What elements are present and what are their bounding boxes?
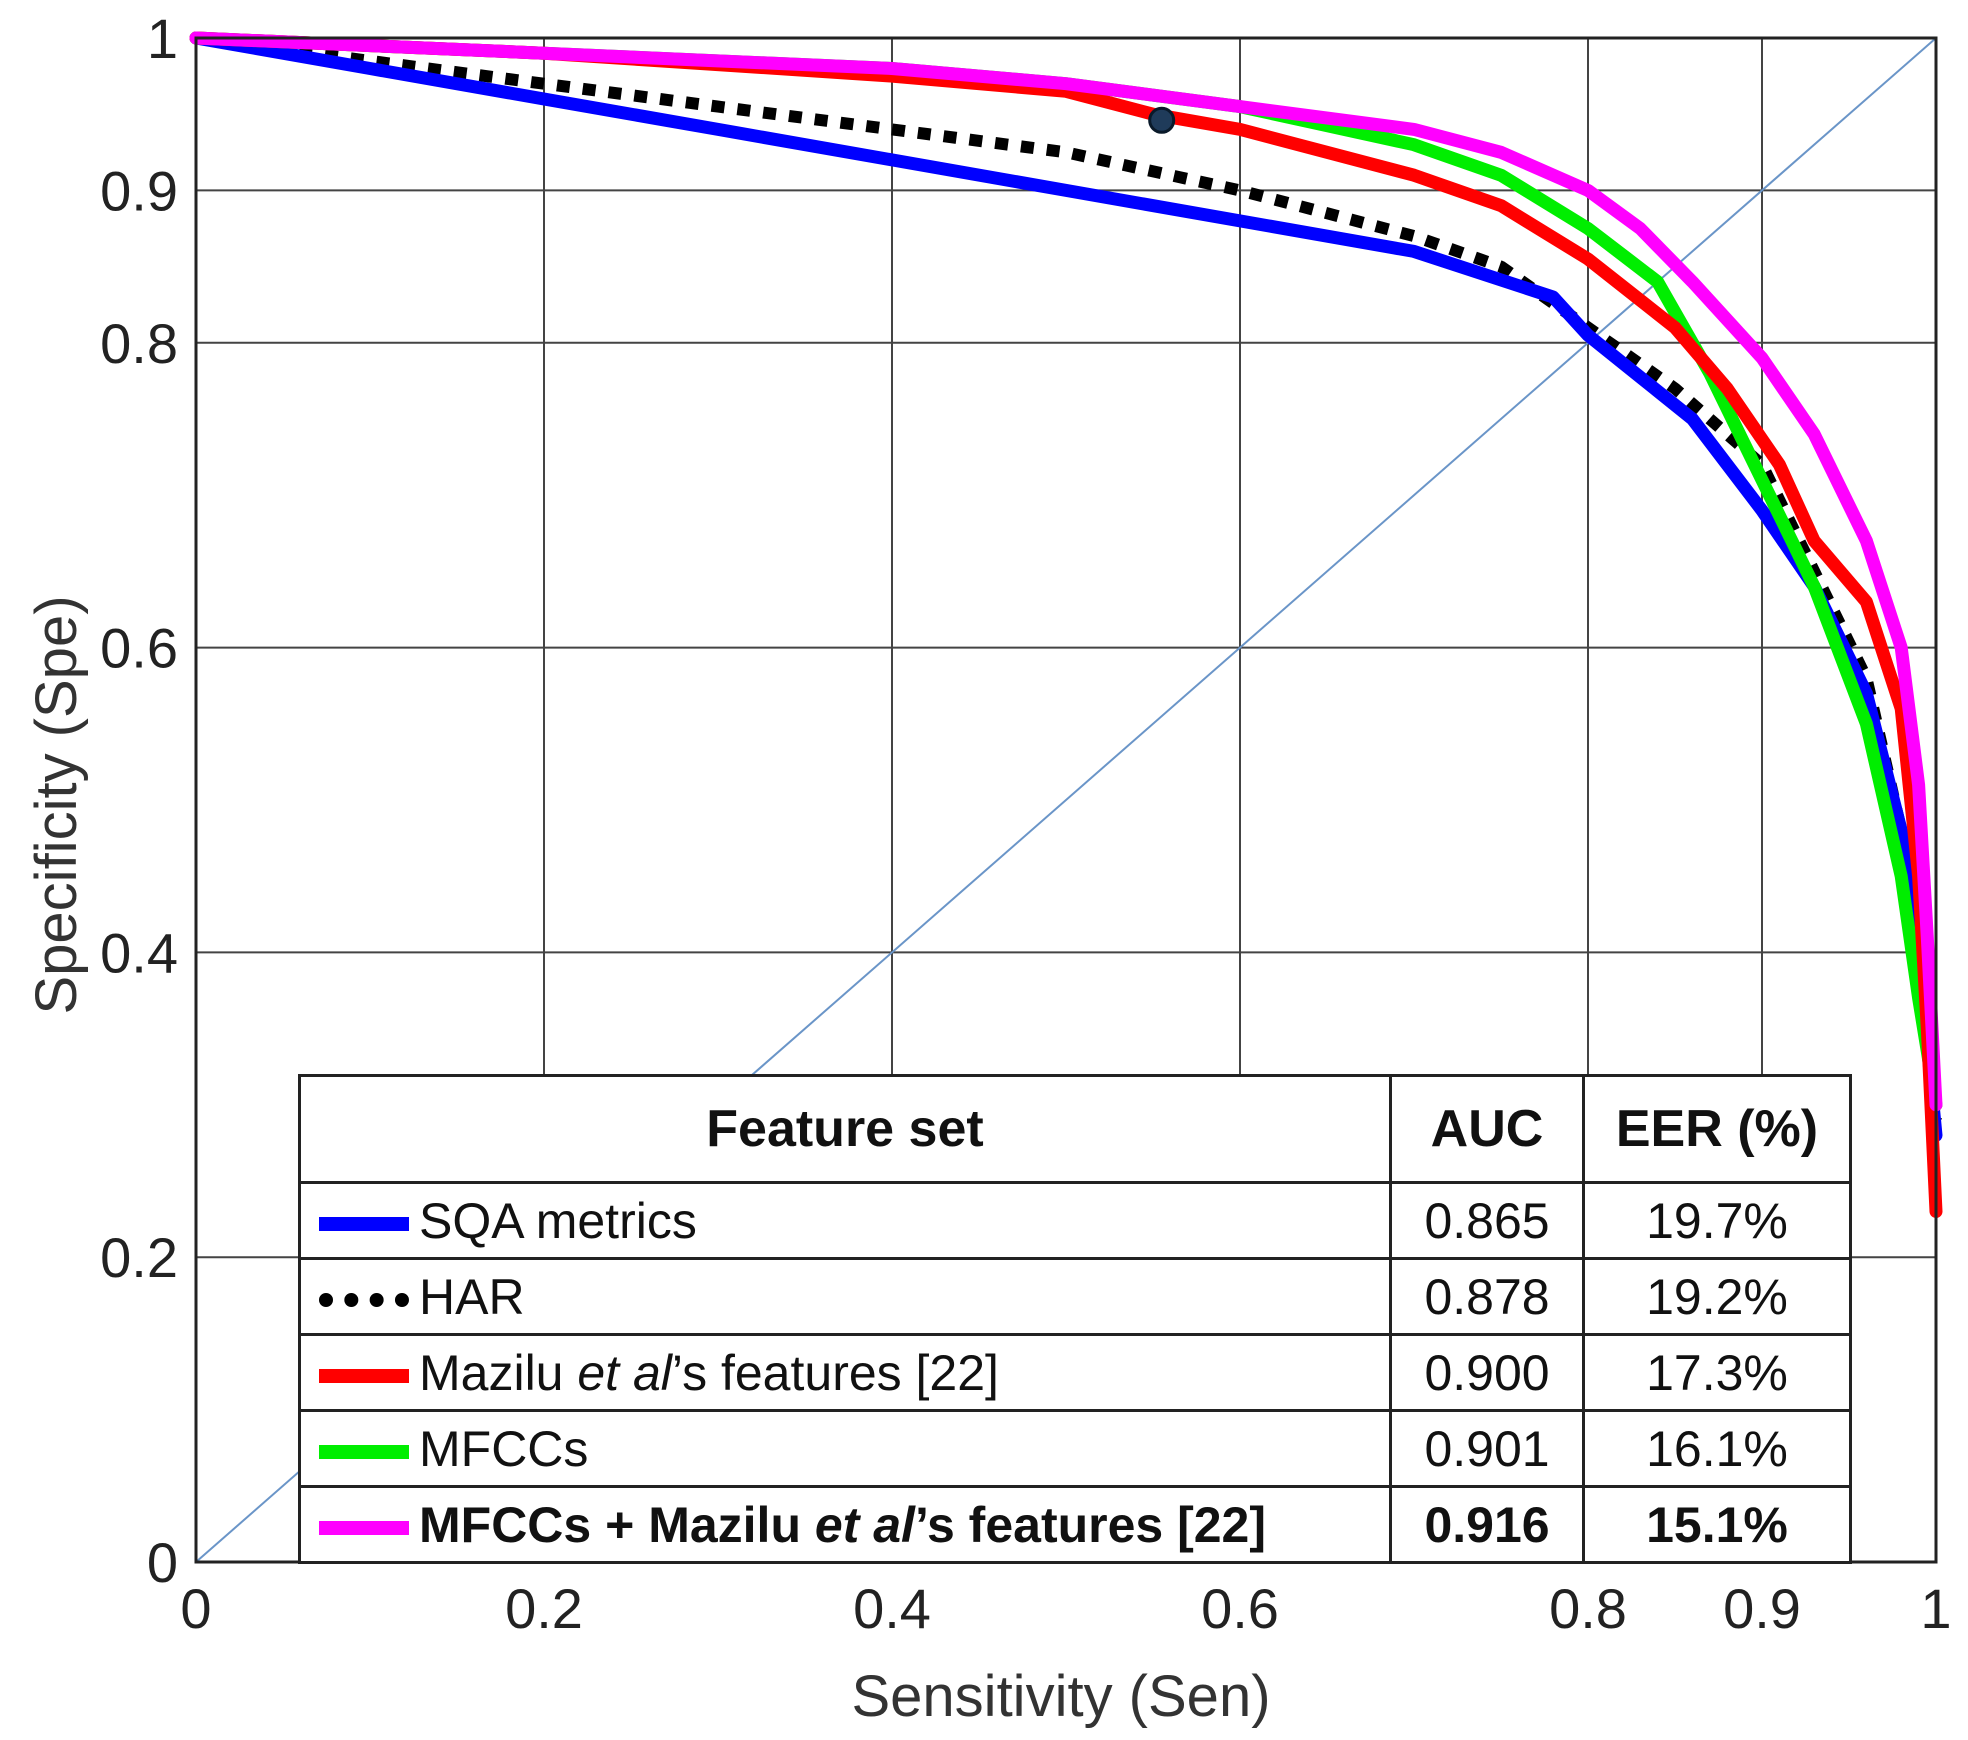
x-axis-label: Sensitivity (Sen) bbox=[851, 1664, 1270, 1729]
x-tick-label: 0.4 bbox=[853, 1577, 931, 1640]
y-tick-label: 0.9 bbox=[100, 159, 178, 222]
y-axis-label: Specificity (Spe) bbox=[24, 595, 89, 1014]
auc-value-mfcc: 0.901 bbox=[1389, 1409, 1585, 1488]
legend-label-mazilu: Mazilu et al’s features [22] bbox=[419, 1344, 999, 1401]
eer-value-combined: 15.1% bbox=[1582, 1485, 1852, 1564]
legend-swatch-har bbox=[319, 1293, 409, 1308]
y-tick-label: 0.6 bbox=[100, 617, 178, 680]
legend-row-har: HAR 0.878 19.2% bbox=[298, 1257, 1852, 1336]
header-eer: EER (%) bbox=[1582, 1074, 1852, 1184]
auc-value-sqa: 0.865 bbox=[1389, 1181, 1585, 1260]
header-feature-set: Feature set bbox=[298, 1074, 1392, 1184]
eer-value-sqa: 19.7% bbox=[1582, 1181, 1852, 1260]
series-line-combined bbox=[189, 31, 1943, 1112]
legend-label-sqa: SQA metrics bbox=[419, 1192, 697, 1249]
legend-header-row: Feature set AUC EER (%) bbox=[298, 1074, 1852, 1184]
legend-swatch-sqa bbox=[319, 1217, 409, 1232]
legend-table: Feature set AUC EER (%) SQA metrics 0.86… bbox=[298, 1074, 1852, 1564]
y-tick-label: 0.2 bbox=[100, 1226, 178, 1289]
auc-value-mazilu: 0.900 bbox=[1389, 1333, 1585, 1412]
series-line-mazilu bbox=[189, 31, 1943, 1218]
legend-swatch-combined bbox=[319, 1521, 409, 1536]
eer-value-mazilu: 17.3% bbox=[1582, 1333, 1852, 1412]
y-tick-label: 0.4 bbox=[100, 921, 178, 984]
legend-swatch-mfcc bbox=[319, 1445, 409, 1460]
x-tick-label: 0.6 bbox=[1201, 1577, 1279, 1640]
legend-swatch-mazilu bbox=[319, 1369, 409, 1384]
x-tick-label: 0.8 bbox=[1549, 1577, 1627, 1640]
x-tick-label: 0.2 bbox=[505, 1577, 583, 1640]
legend-label-har: HAR bbox=[419, 1268, 525, 1325]
legend-label-mfcc: MFCCs bbox=[419, 1420, 589, 1477]
auc-value-combined: 0.916 bbox=[1389, 1485, 1585, 1564]
header-auc: AUC bbox=[1389, 1074, 1585, 1184]
operating-point-marker bbox=[1148, 106, 1176, 134]
eer-value-mfcc: 16.1% bbox=[1582, 1409, 1852, 1488]
series-lines bbox=[189, 31, 1943, 1218]
series-line-har bbox=[195, 32, 1942, 1121]
tick-labels: 0 0.2 0.4 0.6 0.8 0.9 1 0 0.2 0.4 0.6 0.8 0.9 1 bbox=[100, 7, 1951, 1640]
y-tick-label: 0 bbox=[147, 1531, 178, 1594]
legend-row-sqa: SQA metrics 0.865 19.7% bbox=[298, 1181, 1852, 1260]
legend-label-combined: MFCCs + Mazilu et al’s features [22] bbox=[419, 1496, 1267, 1553]
legend-row-mazilu: Mazilu et al’s features [22] 0.900 17.3% bbox=[298, 1333, 1852, 1412]
x-tick-label: 0.9 bbox=[1723, 1577, 1801, 1640]
series-line-mfcc bbox=[189, 31, 1943, 1112]
legend-row-combined: MFCCs + Mazilu et al’s features [22] 0.9… bbox=[298, 1485, 1852, 1564]
auc-value-har: 0.878 bbox=[1389, 1257, 1585, 1336]
legend-row-mfcc: MFCCs 0.901 16.1% bbox=[298, 1409, 1852, 1488]
series-line-sqa bbox=[189, 31, 1943, 1142]
x-tick-label: 0 bbox=[180, 1577, 211, 1640]
y-tick-label: 1 bbox=[147, 7, 178, 70]
y-tick-label: 0.8 bbox=[100, 312, 178, 375]
eer-value-har: 19.2% bbox=[1582, 1257, 1852, 1336]
x-tick-label: 1 bbox=[1920, 1577, 1951, 1640]
